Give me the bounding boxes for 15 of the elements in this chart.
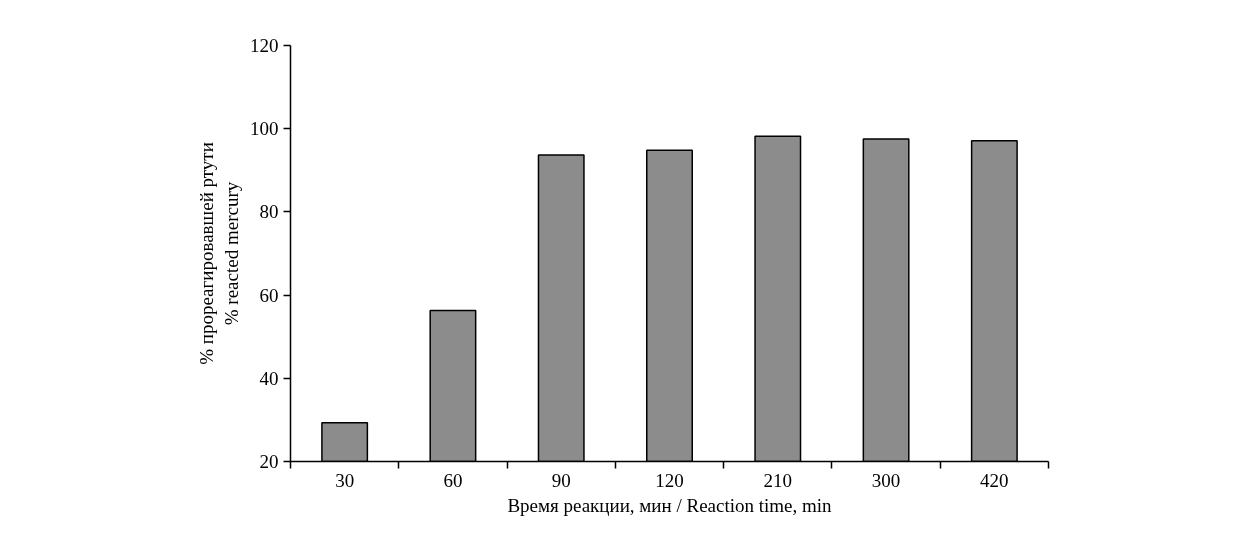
- y-tick-label: 80: [259, 201, 279, 223]
- x-tick-label: 210: [763, 469, 793, 491]
- x-tick-label: 30: [335, 469, 355, 491]
- x-tick-label: 90: [551, 469, 571, 491]
- x-tick-label: 420: [980, 469, 1009, 491]
- y-tick-label: 40: [259, 367, 279, 389]
- x-tick-label: 120: [655, 469, 684, 491]
- y-tick-label: 60: [259, 284, 279, 306]
- y-tick-label: 100: [250, 118, 279, 140]
- x-tick-label: 60: [443, 469, 463, 491]
- x-axis-title: Время реакции, мин / Reaction time, min: [507, 494, 833, 516]
- y-tick-label: 120: [250, 35, 279, 56]
- x-tick-label: 300: [871, 469, 901, 491]
- y-axis-title: % прореагировавшей ртути % reacted mercury: [195, 142, 242, 365]
- y-tick-label: 20: [259, 451, 279, 472]
